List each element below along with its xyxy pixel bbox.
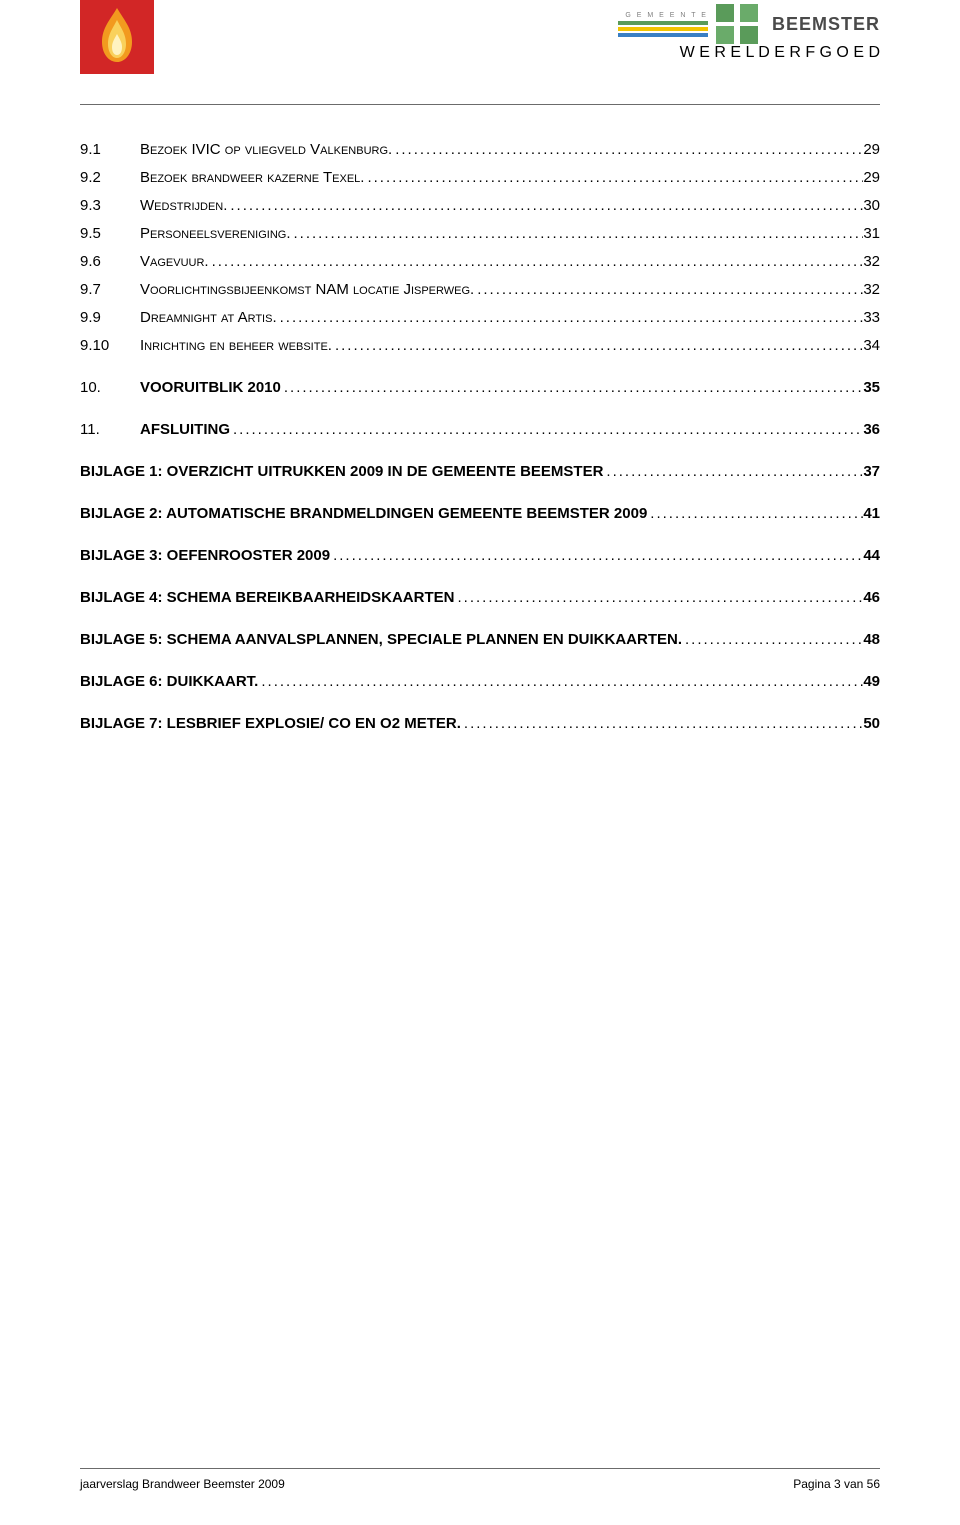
toc-leader: ........................................… <box>227 194 863 218</box>
toc-number: 9.6 <box>80 250 140 274</box>
toc-text: BIJLAGE 2: AUTOMATISCHE BRANDMELDINGEN G… <box>80 502 647 526</box>
toc-page: 34 <box>863 334 880 358</box>
toc-text: AFSLUITING <box>140 418 230 442</box>
toc-leader: ........................................… <box>291 222 864 246</box>
toc-number: 9.9 <box>80 306 140 330</box>
toc-page: 29 <box>863 138 880 162</box>
toc-line: 9.5Personeelsvereniging.................… <box>80 222 880 246</box>
toc-page: 29 <box>863 166 880 190</box>
bottom-rule <box>80 1468 880 1469</box>
toc-text: Vagevuur. <box>140 250 209 274</box>
toc-text: BIJLAGE 3: OEFENROOSTER 2009 <box>80 544 330 568</box>
toc-page: 32 <box>863 250 880 274</box>
toc-line: BIJLAGE 4: SCHEMA BEREIKBAARHEIDSKAARTEN… <box>80 586 880 610</box>
brand-text: BEEMSTER <box>772 14 880 35</box>
toc-leader: ........................................… <box>281 376 863 400</box>
toc-line: BIJLAGE 3: OEFENROOSTER 2009............… <box>80 544 880 568</box>
toc-line: 11.AFSLUITING...........................… <box>80 418 880 442</box>
toc-leader: ........................................… <box>258 670 863 694</box>
brandweer-logo <box>80 0 154 74</box>
toc-line: 9.3Wedstrijden..........................… <box>80 194 880 218</box>
toc-text: BIJLAGE 4: SCHEMA BEREIKBAARHEIDSKAARTEN <box>80 586 454 610</box>
toc-text: VOORUITBLIK 2010 <box>140 376 281 400</box>
footer-right: Pagina 3 van 56 <box>793 1477 880 1491</box>
toc-text: BIJLAGE 5: SCHEMA AANVALSPLANNEN, SPECIA… <box>80 628 682 652</box>
toc-leader: ........................................… <box>230 418 863 442</box>
toc-line: 9.6Vagevuur.............................… <box>80 250 880 274</box>
beemster-logo: G E M E E N T E BEEMSTER <box>618 0 880 62</box>
toc-number: 9.5 <box>80 222 140 246</box>
toc-text: Inrichting en beheer website. <box>140 334 332 358</box>
toc-line: BIJLAGE 1: OVERZICHT UITRUKKEN 2009 IN D… <box>80 460 880 484</box>
toc-line: BIJLAGE 2: AUTOMATISCHE BRANDMELDINGEN G… <box>80 502 880 526</box>
top-rule <box>80 104 880 105</box>
toc-leader: ........................................… <box>364 166 863 190</box>
toc-text: Dreamnight at Artis. <box>140 306 277 330</box>
toc-text: Voorlichtingsbijeenkomst NAM locatie Jis… <box>140 278 474 302</box>
toc-line: BIJLAGE 6: DUIKKAART....................… <box>80 670 880 694</box>
toc-text: Bezoek IVIC op vliegveld Valkenburg. <box>140 138 392 162</box>
brand-subtext: W E R E L D E R F G O E D <box>680 44 880 62</box>
toc-leader: ........................................… <box>332 334 863 358</box>
toc-text: BIJLAGE 1: OVERZICHT UITRUKKEN 2009 IN D… <box>80 460 603 484</box>
toc-line: 9.10Inrichting en beheer website........… <box>80 334 880 358</box>
footer-left: jaarverslag Brandweer Beemster 2009 <box>80 1477 285 1491</box>
toc-leader: ........................................… <box>330 544 863 568</box>
toc-number: 11. <box>80 418 140 442</box>
blocks-icon <box>716 4 758 44</box>
toc-leader: ........................................… <box>474 278 863 302</box>
toc-leader: ........................................… <box>277 306 864 330</box>
toc-line: 9.2Bezoek brandweer kazerne Texel.......… <box>80 166 880 190</box>
toc-text: BIJLAGE 6: DUIKKAART. <box>80 670 258 694</box>
toc-line: 10.VOORUITBLIK 2010.....................… <box>80 376 880 400</box>
gemeente-label: G E M E E N T E <box>625 12 708 19</box>
footer: jaarverslag Brandweer Beemster 2009 Pagi… <box>80 1468 880 1491</box>
toc-text: Wedstrijden. <box>140 194 227 218</box>
toc-number: 9.2 <box>80 166 140 190</box>
toc-text: BIJLAGE 7: LESBRIEF EXPLOSIE/ CO EN O2 M… <box>80 712 461 736</box>
toc-leader: ........................................… <box>454 586 863 610</box>
toc-page: 31 <box>863 222 880 246</box>
stripes-icon <box>618 21 708 37</box>
toc-page: 35 <box>863 376 880 400</box>
toc-page: 33 <box>863 306 880 330</box>
toc-leader: ........................................… <box>461 712 863 736</box>
toc-page: 46 <box>863 586 880 610</box>
toc-number: 9.7 <box>80 278 140 302</box>
toc-page: 41 <box>863 502 880 526</box>
toc-line: 9.1Bezoek IVIC op vliegveld Valkenburg..… <box>80 138 880 162</box>
toc-leader: ........................................… <box>603 460 863 484</box>
toc-page: 30 <box>863 194 880 218</box>
toc-page: 32 <box>863 278 880 302</box>
toc-number: 9.10 <box>80 334 140 358</box>
toc-content: 9.1Bezoek IVIC op vliegveld Valkenburg..… <box>80 138 880 740</box>
toc-page: 36 <box>863 418 880 442</box>
toc-number: 10. <box>80 376 140 400</box>
toc-line: BIJLAGE 5: SCHEMA AANVALSPLANNEN, SPECIA… <box>80 628 880 652</box>
toc-leader: ........................................… <box>209 250 864 274</box>
toc-page: 44 <box>863 544 880 568</box>
toc-line: 9.7Voorlichtingsbijeenkomst NAM locatie … <box>80 278 880 302</box>
toc-leader: ........................................… <box>682 628 863 652</box>
toc-text: Personeelsvereniging. <box>140 222 291 246</box>
toc-number: 9.3 <box>80 194 140 218</box>
toc-number: 9.1 <box>80 138 140 162</box>
toc-leader: ........................................… <box>392 138 863 162</box>
toc-line: 9.9Dreamnight at Artis..................… <box>80 306 880 330</box>
toc-page: 50 <box>863 712 880 736</box>
toc-page: 37 <box>863 460 880 484</box>
toc-leader: ........................................… <box>647 502 863 526</box>
header: G E M E E N T E BEEMSTER <box>0 0 960 90</box>
toc-line: BIJLAGE 7: LESBRIEF EXPLOSIE/ CO EN O2 M… <box>80 712 880 736</box>
toc-text: Bezoek brandweer kazerne Texel. <box>140 166 364 190</box>
toc-page: 49 <box>863 670 880 694</box>
toc-page: 48 <box>863 628 880 652</box>
